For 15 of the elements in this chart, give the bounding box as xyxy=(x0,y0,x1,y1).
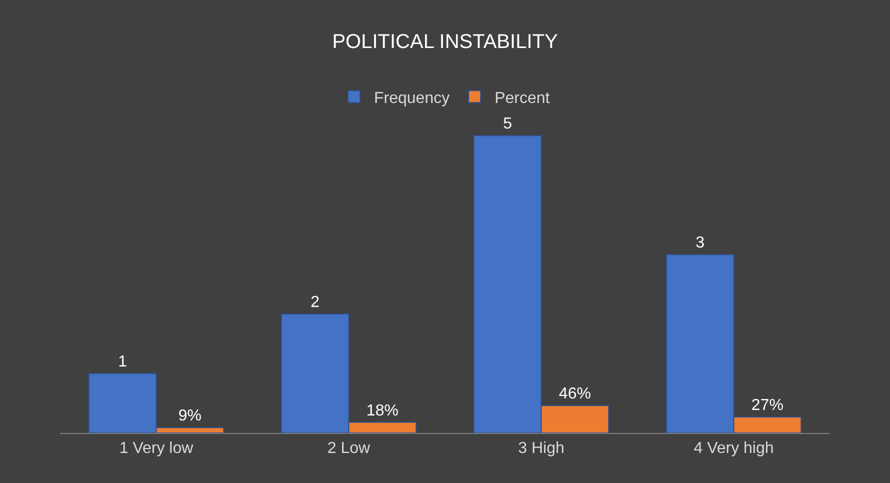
x-tick-label: 3 High xyxy=(518,440,564,458)
x-tick-label: 1 Very low xyxy=(119,440,194,458)
x-tick-label: 2 Low xyxy=(327,440,371,458)
data-label: 2 xyxy=(310,294,320,312)
data-label: 9% xyxy=(178,408,202,425)
data-label: 5 xyxy=(503,116,512,133)
data-label: 46% xyxy=(558,386,591,403)
data-label: 18% xyxy=(366,402,398,420)
data-label: 3 xyxy=(696,234,705,252)
data-label: 27% xyxy=(751,396,784,414)
data-label: 1 xyxy=(118,354,128,371)
x-tick-label: 4 Very high xyxy=(694,440,774,458)
legend-label: Frequency xyxy=(374,90,450,107)
legend-label: Percent xyxy=(494,90,550,107)
chart-title: POLITICAL INSTABILITY xyxy=(332,30,558,53)
